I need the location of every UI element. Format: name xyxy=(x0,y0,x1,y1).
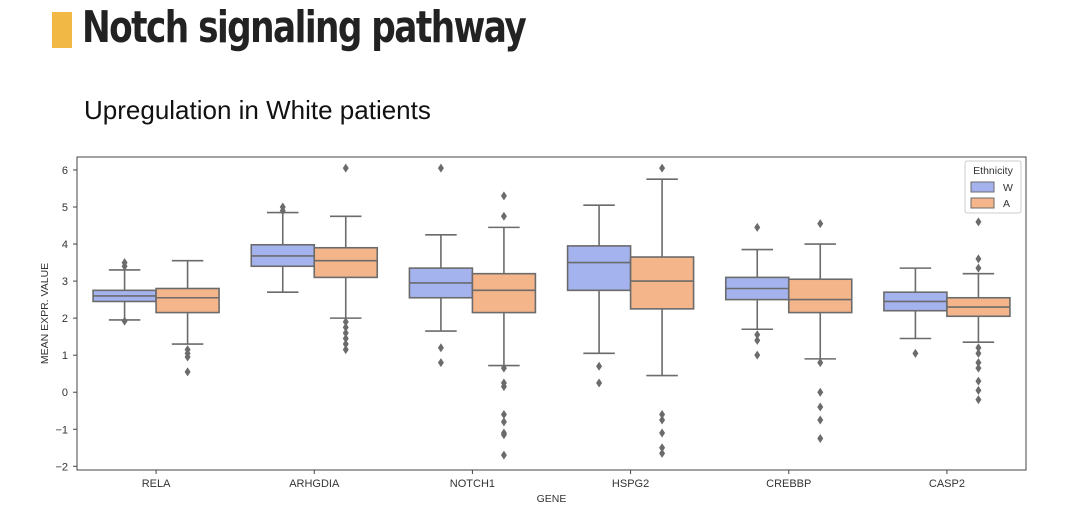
outlier-point xyxy=(121,316,128,326)
outlier-point xyxy=(817,434,824,444)
outlier-point xyxy=(754,222,761,232)
outlier-point xyxy=(342,322,349,332)
legend: Ethnicity WA xyxy=(964,160,1022,214)
box-notch1-a xyxy=(471,191,537,460)
y-tick-label: 2 xyxy=(62,313,68,325)
outlier-point xyxy=(975,343,982,353)
box-rela-a xyxy=(155,259,220,377)
box-arhgdia-a xyxy=(313,163,379,355)
outlier-point xyxy=(817,387,824,397)
box-arhgdia-w xyxy=(250,202,316,294)
outlier-point xyxy=(659,163,666,173)
legend-swatch-a xyxy=(970,197,995,209)
outlier-point xyxy=(342,163,349,173)
box-notch1-w xyxy=(408,163,474,368)
iqr-box xyxy=(566,245,632,292)
outlier-point xyxy=(342,328,349,338)
outlier-point xyxy=(817,358,824,368)
outlier-point xyxy=(121,258,128,268)
outlier-point xyxy=(437,163,444,173)
x-tick-label: RELA xyxy=(142,478,171,490)
outlier-point xyxy=(975,217,982,227)
outlier-point xyxy=(975,376,982,386)
y-axis-label: MEAN EXPR. VALUE xyxy=(39,263,51,364)
slide-subtitle: Upregulation in White patients xyxy=(84,95,431,125)
legend-label-w: W xyxy=(1003,182,1013,194)
outlier-point xyxy=(437,343,444,353)
iqr-box xyxy=(629,256,695,310)
box-hspg2-w xyxy=(566,204,632,388)
outlier-point xyxy=(184,352,191,362)
outlier-point xyxy=(659,448,666,458)
x-tick-label: CASP2 xyxy=(929,478,965,490)
outlier-point xyxy=(342,334,349,344)
outlier-point xyxy=(500,191,507,201)
outlier-point xyxy=(817,402,824,412)
outlier-point xyxy=(500,211,507,221)
x-tick-label: HSPG2 xyxy=(612,478,649,490)
slide-title: Notch signaling pathway xyxy=(82,2,527,53)
y-tick-label: 5 xyxy=(62,202,68,214)
outlier-point xyxy=(500,417,507,427)
outlier-point xyxy=(659,415,666,425)
outlier-point xyxy=(500,382,507,392)
box-hspg2-a xyxy=(629,163,695,458)
outlier-point xyxy=(817,415,824,425)
y-tick-label: −1 xyxy=(55,424,68,436)
box-crebbp-w xyxy=(724,222,790,360)
iqr-box xyxy=(155,287,220,314)
outlier-point xyxy=(279,202,286,212)
outlier-point xyxy=(342,339,349,349)
outlier-point xyxy=(500,450,507,460)
outlier-point xyxy=(754,335,761,345)
outlier-point xyxy=(975,395,982,405)
outlier-point xyxy=(342,345,349,355)
outlier-point xyxy=(184,367,191,377)
legend-swatch-w xyxy=(970,181,995,193)
outlier-point xyxy=(500,409,507,419)
y-tick-label: 4 xyxy=(62,239,68,251)
outlier-point xyxy=(659,428,666,438)
outlier-point xyxy=(659,409,666,419)
y-tick-label: 0 xyxy=(62,387,68,399)
box-casp2-a xyxy=(946,217,1011,405)
legend-label-a: A xyxy=(1003,198,1010,210)
iqr-box xyxy=(471,272,537,314)
y-tick-label: −2 xyxy=(55,461,68,473)
outlier-point xyxy=(975,263,982,273)
outlier-point xyxy=(596,361,603,371)
x-axis-label: GENE xyxy=(537,493,567,505)
outlier-point xyxy=(912,348,919,358)
outlier-point xyxy=(754,330,761,340)
y-tick-label: 1 xyxy=(62,350,68,362)
x-tick-label: ARHGDIA xyxy=(289,478,340,490)
y-tick-label: 3 xyxy=(62,276,68,288)
outlier-point xyxy=(975,358,982,368)
outlier-point xyxy=(817,219,824,229)
outlier-point xyxy=(437,358,444,368)
title-accent-bar xyxy=(52,12,72,48)
x-tick-label: NOTCH1 xyxy=(450,478,495,490)
outlier-point xyxy=(975,385,982,395)
outlier-point xyxy=(596,378,603,388)
outlier-point xyxy=(500,363,507,373)
box-rela-w xyxy=(92,258,157,326)
iqr-box xyxy=(787,278,853,314)
y-tick-label: 6 xyxy=(62,165,68,177)
iqr-box xyxy=(313,246,379,279)
outlier-point xyxy=(342,317,349,327)
x-tick-label: CREBBP xyxy=(766,478,811,490)
outlier-point xyxy=(975,348,982,358)
outlier-point xyxy=(975,363,982,373)
outlier-point xyxy=(975,254,982,264)
box-crebbp-a xyxy=(787,219,853,444)
outlier-point xyxy=(754,350,761,360)
plot-frame xyxy=(76,156,1027,471)
outlier-point xyxy=(500,430,507,440)
outlier-point xyxy=(659,443,666,453)
legend-title: Ethnicity xyxy=(973,165,1013,177)
